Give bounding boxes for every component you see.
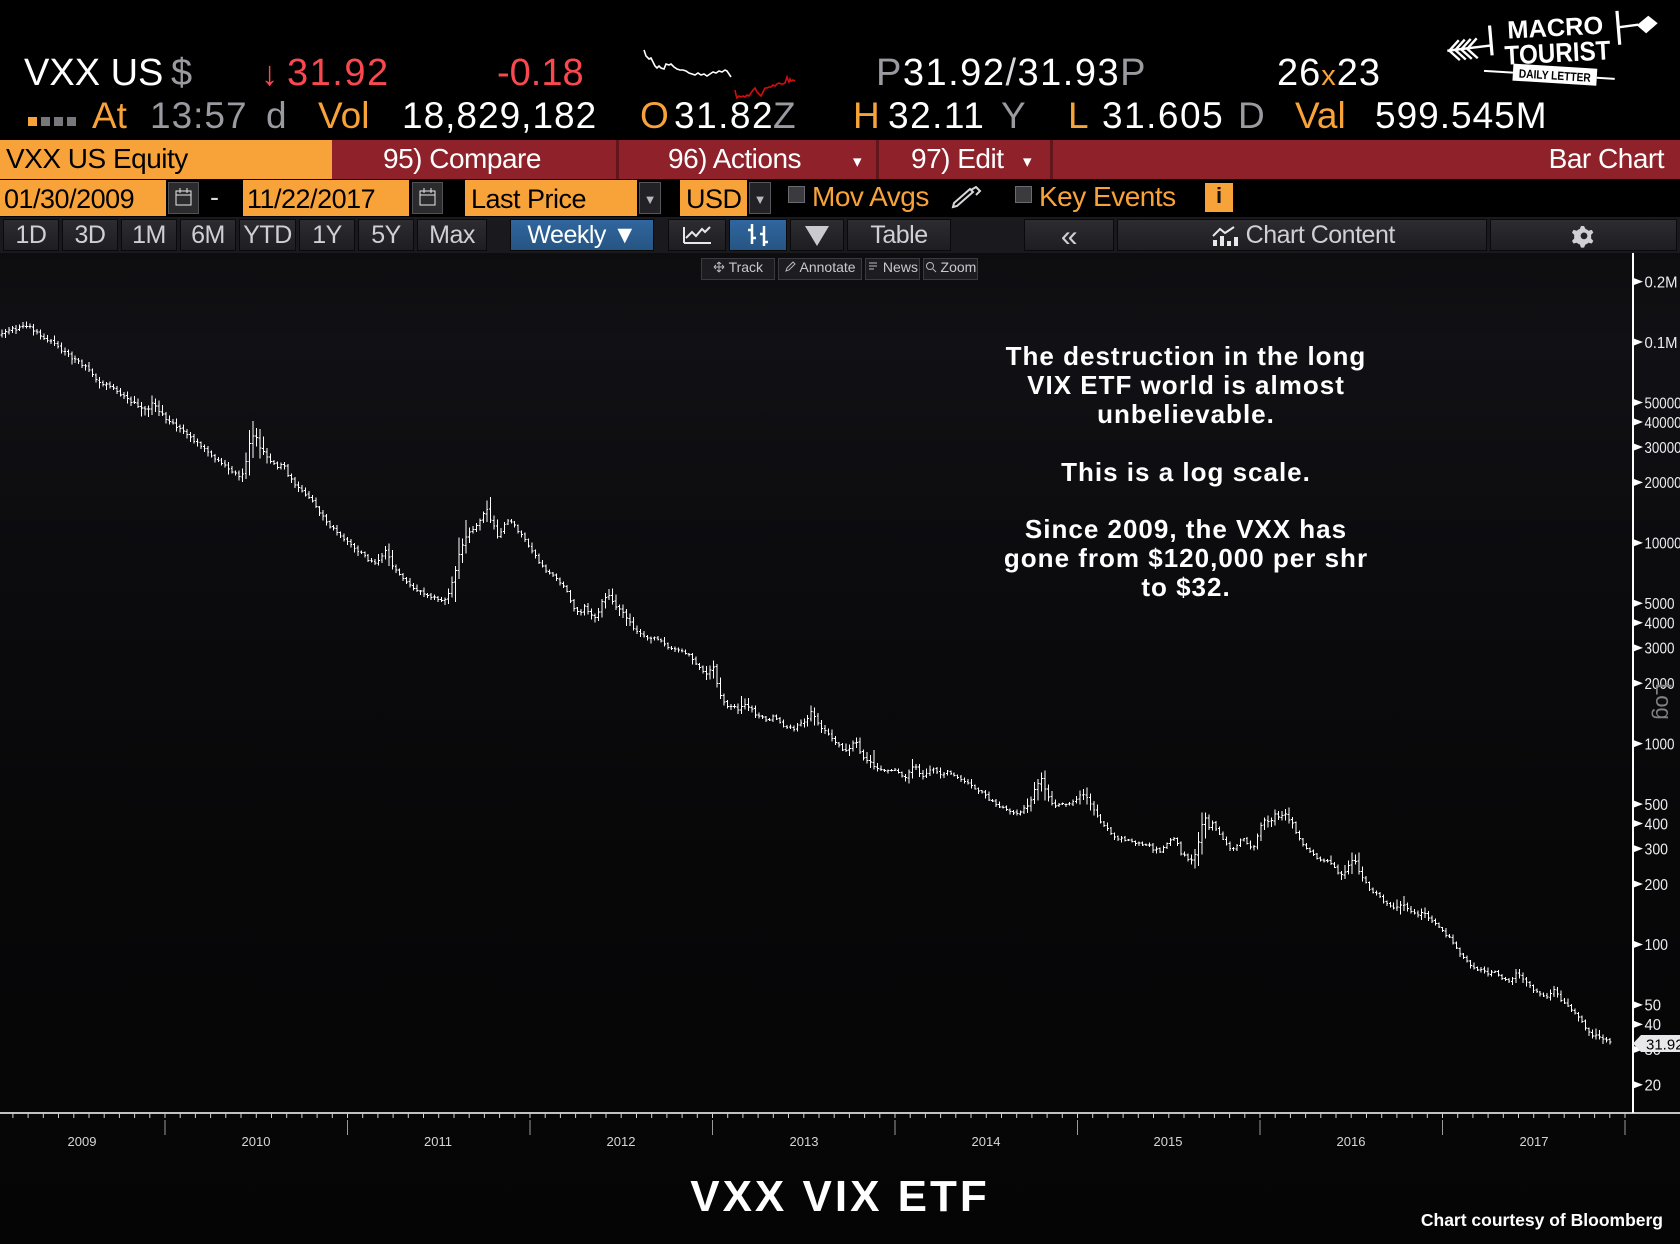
svg-text:2010: 2010 (242, 1134, 271, 1149)
svg-text:50: 50 (1645, 998, 1662, 1015)
svg-text:1000: 1000 (1645, 736, 1675, 753)
svg-text:20000: 20000 (1645, 475, 1680, 492)
svg-text:50000: 50000 (1645, 395, 1680, 412)
svg-text:20: 20 (1645, 1078, 1662, 1095)
svg-text:2017: 2017 (1520, 1134, 1549, 1149)
svg-text:5000: 5000 (1645, 596, 1675, 613)
svg-text:DAILY LETTER: DAILY LETTER (1518, 66, 1591, 84)
svg-text:40000: 40000 (1645, 415, 1680, 432)
svg-text:500: 500 (1645, 797, 1669, 814)
svg-text:2011: 2011 (424, 1134, 452, 1149)
svg-text:31.92: 31.92 (1646, 1037, 1680, 1054)
svg-text:2013: 2013 (790, 1134, 819, 1149)
svg-text:40: 40 (1645, 1017, 1662, 1034)
svg-text:3000: 3000 (1645, 641, 1675, 658)
svg-text:2014: 2014 (972, 1134, 1001, 1149)
svg-text:100: 100 (1645, 937, 1669, 954)
svg-text:Log: Log (1651, 683, 1676, 720)
svg-text:2015: 2015 (1154, 1134, 1183, 1149)
svg-text:2000: 2000 (1645, 676, 1675, 693)
svg-text:2012: 2012 (607, 1134, 636, 1149)
svg-text:400: 400 (1645, 816, 1669, 833)
svg-text:0.1M: 0.1M (1645, 335, 1678, 352)
svg-text:4000: 4000 (1645, 616, 1675, 633)
svg-text:10000: 10000 (1645, 536, 1680, 553)
svg-text:2009: 2009 (68, 1134, 97, 1149)
svg-text:MACRO: MACRO (1507, 12, 1604, 45)
svg-text:300: 300 (1645, 841, 1669, 858)
svg-text:30000: 30000 (1645, 440, 1680, 457)
svg-text:2016: 2016 (1337, 1134, 1366, 1149)
svg-text:200: 200 (1645, 877, 1669, 894)
svg-text:0.2M: 0.2M (1645, 274, 1678, 291)
